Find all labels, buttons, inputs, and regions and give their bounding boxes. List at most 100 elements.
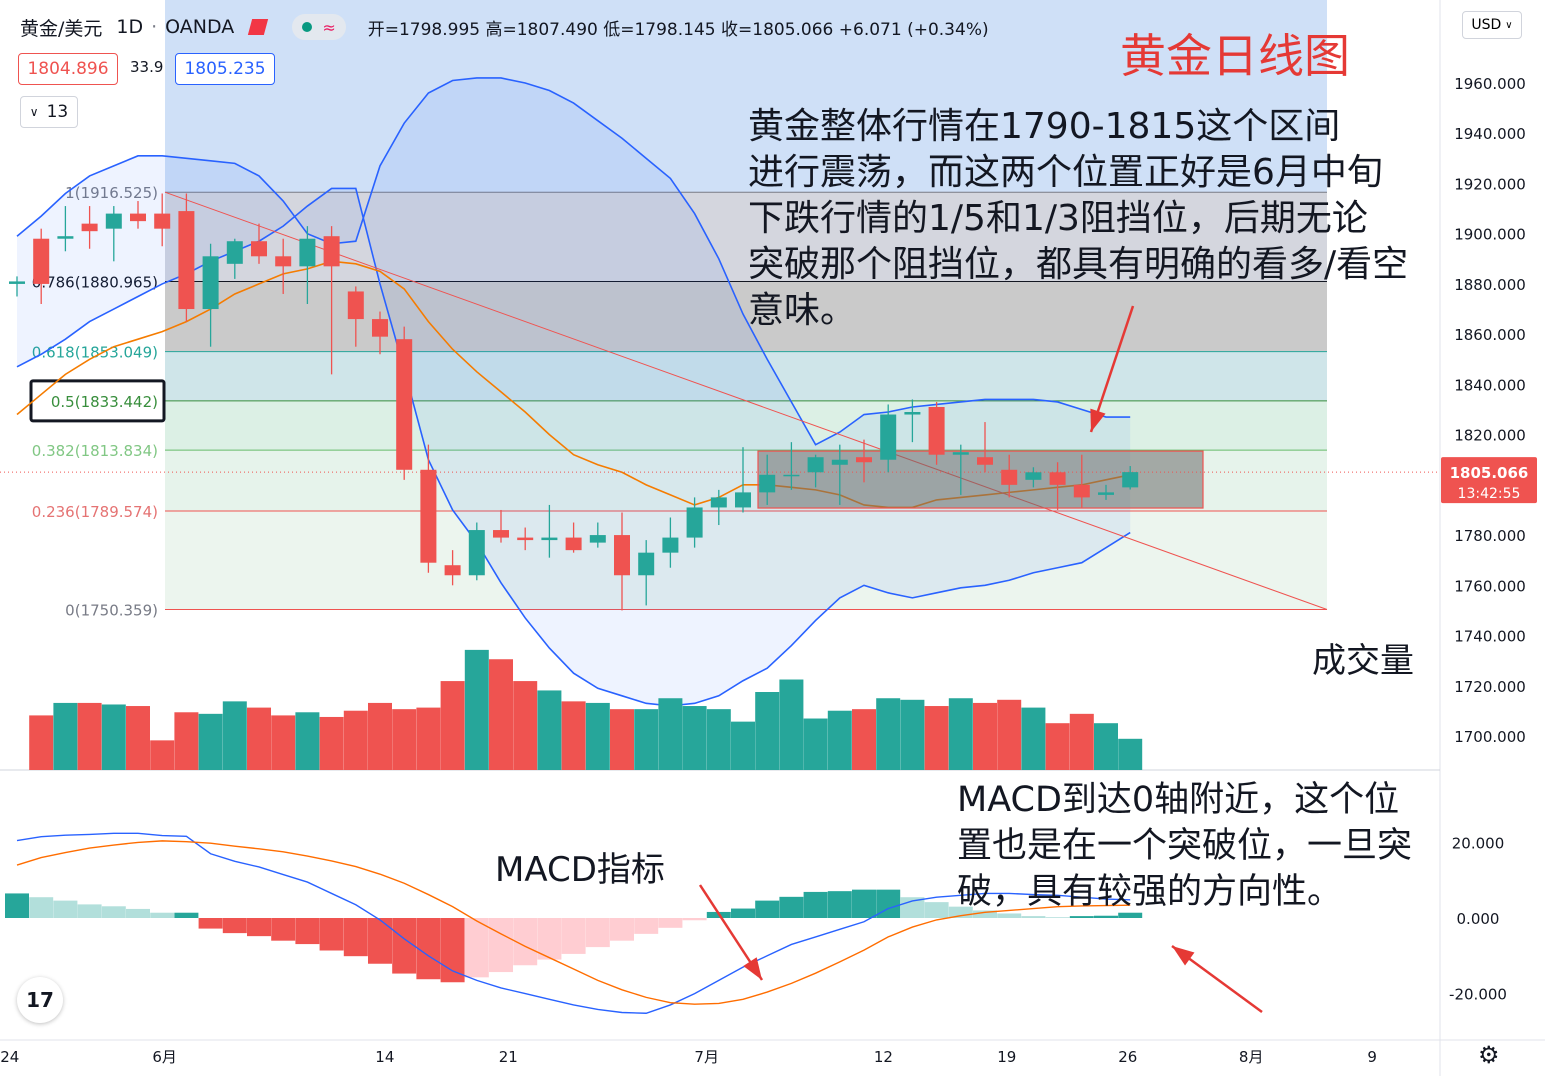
settings-gear-icon[interactable]: ⚙ [1478, 1041, 1500, 1069]
time-axis-tick: 6月 [152, 1048, 177, 1066]
macd-histogram-bar [319, 918, 344, 951]
currency-selector[interactable]: USD ∨ [1462, 11, 1522, 39]
macd-histogram-bar [537, 918, 562, 960]
volume-bar [29, 715, 54, 770]
volume-bar [271, 715, 296, 770]
time-axis-tick: 24 [0, 1048, 19, 1066]
volume-bar [779, 679, 804, 770]
macd-histogram-bar [803, 891, 828, 918]
volume-bar [610, 709, 634, 770]
macd-axis-tick: -20.000 [1449, 986, 1507, 1004]
volume-bar [416, 707, 441, 770]
indicator-toggle[interactable]: ≈ [292, 14, 346, 40]
fib-level-label: 1(1916.525) [65, 184, 158, 202]
candle-body [638, 552, 655, 576]
candle-body [420, 469, 437, 563]
main-note-line: 进行震荡，而这两个位置正好是6月中旬 [748, 152, 1383, 193]
volume-bar [464, 649, 489, 770]
candle-body [541, 537, 558, 541]
volume-bar [658, 698, 683, 770]
collapse-count: 13 [46, 102, 69, 122]
volume-bar [513, 681, 538, 770]
candle-body [347, 291, 364, 320]
broker-label: OANDA [165, 16, 235, 38]
signal-line [16, 840, 1131, 1005]
candle-body [323, 236, 340, 267]
candle-body [880, 414, 897, 460]
volume-bar [1118, 738, 1143, 770]
tradingview-logo-icon[interactable]: 17 [17, 977, 63, 1023]
candle-body [952, 452, 969, 455]
volume-bar [174, 712, 199, 770]
current-price-tag [1441, 457, 1537, 504]
fib-zone [165, 511, 1327, 610]
bollinger-upper-line [16, 77, 1131, 446]
macd-histogram-bar [1045, 917, 1070, 918]
candle-body [1098, 492, 1114, 495]
volume-bar [222, 701, 247, 770]
macd-label: MACD指标 [495, 850, 665, 890]
current-price-value: 1805.066 [1450, 464, 1529, 482]
macd-histogram-bar [392, 918, 417, 974]
macd-histogram-bar [5, 893, 29, 918]
interval-label[interactable]: 1D [116, 16, 144, 38]
annotation-arrowhead [743, 957, 762, 980]
candle-body [493, 530, 509, 538]
fib-level-label: 0.236(1789.574) [32, 503, 158, 521]
candle-body [710, 497, 727, 508]
price-axis-tick: 1740.000 [1454, 628, 1526, 646]
macd-histogram-bar [416, 918, 441, 980]
symbol-header: 黄金/美元 1D · OANDA ≈ 开=1798.995 高=1807.490… [20, 10, 989, 44]
volume-bar [924, 706, 949, 770]
main-note-line: 突破那个阻挡位，都具有明确的看多/看空 [748, 244, 1409, 285]
volume-bar [392, 709, 417, 770]
volume-bar [247, 707, 271, 770]
macd-histogram-bar [174, 912, 199, 918]
volume-bar [440, 681, 465, 770]
main-note: 黄金整体行情在1790-1815这个区间 进行震荡，而这两个位置正好是6月中旬 … [748, 104, 1408, 334]
bid-button[interactable]: 1804.896 [18, 53, 118, 85]
time-axis-tick: 9 [1367, 1048, 1377, 1066]
macd-histogram-bar [561, 918, 586, 954]
ask-button[interactable]: 1805.235 [175, 53, 275, 85]
bollinger-band-fill [17, 77, 1131, 706]
candle-body [372, 319, 388, 337]
ohlc-values: 开=1798.995 高=1807.490 低=1798.145 收=1805.… [367, 19, 989, 40]
candle-body [33, 238, 50, 284]
price-axis-tick: 1920.000 [1454, 175, 1526, 193]
volume-bar [634, 709, 659, 770]
volume-bar [876, 698, 901, 770]
price-axis-tick: 1900.000 [1454, 226, 1526, 244]
candle-body [928, 406, 945, 455]
main-note-line: 意味。 [748, 290, 857, 331]
macd-histogram-bar [489, 918, 513, 973]
measure-zone [165, 0, 1327, 193]
symbol-name[interactable]: 黄金/美元 [20, 17, 103, 40]
macd-histogram-bar [53, 900, 78, 918]
trend-line [164, 191, 1328, 610]
collapse-indicators-button[interactable]: ∨ 13 [20, 96, 78, 128]
candle-body [735, 492, 751, 508]
volume-bar [900, 699, 925, 770]
flag-icon[interactable] [248, 19, 269, 35]
fib-level-label: 0(1750.359) [65, 602, 158, 620]
candle-body [251, 241, 267, 257]
candle-body [589, 535, 606, 543]
fib-highlight-box [29, 379, 166, 423]
price-axis-tick: 1720.000 [1454, 678, 1526, 696]
macd-histogram-bar [101, 906, 126, 918]
macd-histogram-bar [755, 900, 780, 918]
volume-bar [706, 709, 731, 770]
wave-icon: ≈ [322, 17, 336, 37]
macd-histogram-bar [1021, 916, 1046, 918]
macd-histogram-bar [198, 918, 223, 929]
bollinger-lower-line [16, 187, 1131, 707]
macd-histogram-bar [440, 918, 465, 983]
volume-bar [77, 702, 102, 770]
volume-bar [368, 702, 392, 770]
candle-body [856, 457, 872, 463]
candle-body [517, 537, 534, 541]
volume-bar [343, 710, 368, 770]
